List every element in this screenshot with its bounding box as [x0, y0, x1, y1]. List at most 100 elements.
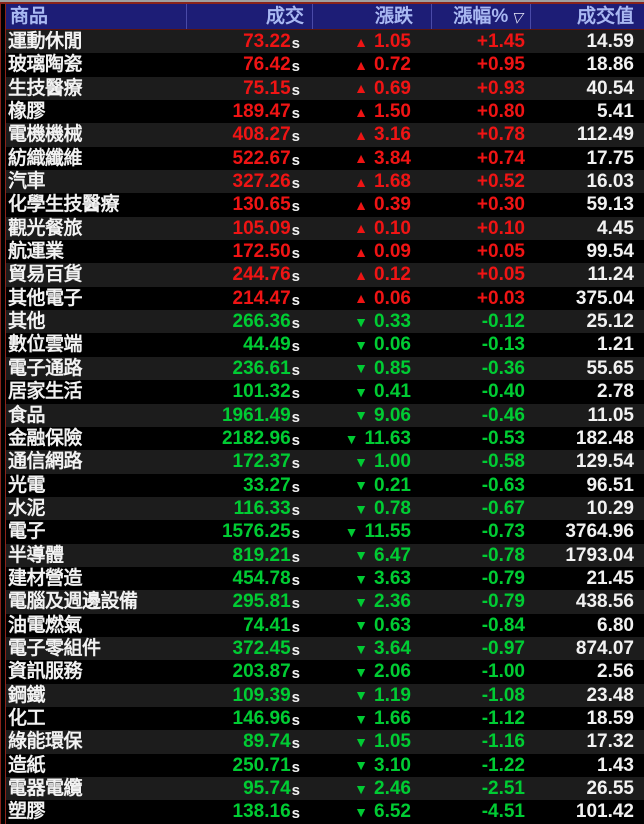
sector-row[interactable]: 電機機械 408.27 s ▲ 3.16 +0.78 112.49	[0, 123, 644, 147]
sector-row[interactable]: 電子通路 236.61 s ▼ 0.85 -0.36 55.65	[0, 356, 644, 381]
last-price: 75.15	[243, 77, 291, 99]
sector-name: 觀光餐旅	[8, 217, 83, 239]
column-header-percent[interactable]: 漲幅% ▽	[431, 4, 530, 29]
change-value: 0.10	[374, 217, 411, 239]
turnover-value: 59.13	[586, 194, 634, 216]
sector-row[interactable]: 電子零組件 372.45 s ▼ 3.64 -0.97 874.07	[0, 636, 644, 661]
sector-row[interactable]: 橡膠 189.47 s ▲ 1.50 +0.80 5.41	[0, 100, 644, 124]
last-price-cell: 95.74 s	[186, 777, 312, 800]
price-suffix: s	[291, 291, 300, 309]
turnover-value: 11.24	[587, 264, 635, 286]
column-header-turnover[interactable]: 成交值	[530, 4, 644, 29]
price-suffix: s	[291, 58, 300, 76]
turnover-value: 17.32	[586, 731, 634, 753]
sort-desc-icon: ▽	[511, 8, 526, 25]
trend-triangle-icon: ▼	[354, 710, 369, 727]
change-value: 1.19	[374, 684, 411, 706]
turnover-value: 10.29	[586, 497, 634, 519]
trend-triangle-icon: ▼	[354, 640, 369, 657]
sector-row[interactable]: 數位雲端 44.49 s ▼ 0.06 -0.13 1.21	[0, 333, 644, 357]
sector-row[interactable]: 電器電纜 95.74 s ▼ 2.46 -2.51 26.55	[0, 777, 644, 801]
price-suffix: s	[291, 501, 300, 519]
turnover-value: 14.59	[586, 31, 634, 52]
sector-row[interactable]: 油電燃氣 74.41 s ▼ 0.63 -0.84 6.80	[0, 613, 644, 637]
sector-name: 其他電子	[8, 287, 83, 309]
sector-row[interactable]: 其他電子 214.47 s ▲ 0.06 +0.03 375.04	[0, 286, 644, 311]
trend-triangle-icon: ▼	[354, 780, 369, 797]
sector-row[interactable]: 水泥 116.33 s ▼ 0.78 -0.67 10.29	[0, 496, 644, 521]
change-percent: -1.16	[481, 731, 525, 753]
sector-name: 電機機械	[8, 124, 83, 146]
price-suffix: s	[291, 571, 300, 589]
change-cell: ▼ 0.78	[312, 497, 431, 520]
trend-triangle-icon: ▼	[354, 570, 369, 587]
last-price: 138.16	[232, 801, 291, 823]
turnover-value: 18.86	[586, 54, 634, 76]
sector-row[interactable]: 生技醫療 75.15 s ▲ 0.69 +0.93 40.54	[0, 76, 644, 101]
change-value: 1.05	[374, 731, 411, 753]
sector-row[interactable]: 金融保險 2182.96 s ▼ 11.63 -0.53 182.48	[0, 426, 644, 451]
sector-row[interactable]: 半導體 819.21 s ▼ 6.47 -0.78 1793.04	[0, 543, 644, 567]
change-percent: +0.52	[476, 171, 525, 193]
sector-row[interactable]: 貿易百貨 244.76 s ▲ 0.12 +0.05 11.24	[0, 263, 644, 287]
last-price: 372.45	[232, 637, 291, 659]
column-header-price[interactable]: 成交	[186, 4, 312, 29]
price-suffix: s	[291, 268, 300, 286]
window-frame-top-highlight	[0, 0, 644, 2]
change-cell: ▼ 1.00	[312, 450, 431, 473]
sector-row[interactable]: 電子 1576.25 s ▼ 11.55 -0.73 3764.96	[0, 520, 644, 544]
turnover-value: 2.78	[597, 381, 634, 403]
change-cell: ▼ 11.63	[312, 427, 431, 450]
sector-name: 橡膠	[8, 101, 46, 123]
sector-row[interactable]: 汽車 327.26 s ▲ 1.68 +0.52 16.03	[0, 170, 644, 194]
sector-row[interactable]: 資訊服務 203.87 s ▼ 2.06 -1.00 2.56	[0, 660, 644, 684]
trend-triangle-icon: ▼	[344, 430, 359, 447]
sector-row[interactable]: 電腦及週邊設備 295.81 s ▼ 2.36 -0.79 438.56	[0, 590, 644, 614]
sector-row[interactable]: 綠能環保 89.74 s ▼ 1.05 -1.16 17.32	[0, 730, 644, 754]
trend-triangle-icon: ▼	[354, 383, 369, 400]
last-price: 74.41	[243, 614, 291, 636]
turnover-value: 874.07	[575, 637, 634, 659]
change-value: 2.46	[374, 778, 411, 799]
sector-row[interactable]: 紡織纖維 522.67 s ▲ 3.84 +0.74 17.75	[0, 146, 644, 171]
sector-row[interactable]: 航運業 172.50 s ▲ 0.09 +0.05 99.54	[0, 240, 644, 264]
sector-row[interactable]: 鋼鐵 109.39 s ▼ 1.19 -1.08 23.48	[0, 683, 644, 707]
sector-row[interactable]: 居家生活 101.32 s ▼ 0.41 -0.40 2.78	[0, 380, 644, 404]
turnover-value: 101.42	[575, 801, 634, 823]
last-price-cell: 244.76 s	[186, 263, 312, 286]
last-price: 101.32	[232, 381, 291, 403]
sector-row[interactable]: 食品 1961.49 s ▼ 9.06 -0.46 11.05	[0, 403, 644, 427]
sector-row[interactable]: 玻璃陶瓷 76.42 s ▲ 0.72 +0.95 18.86	[0, 53, 644, 77]
sector-row[interactable]: 觀光餐旅 105.09 s ▲ 0.10 +0.10 4.45	[0, 216, 644, 241]
last-price: 109.39	[232, 684, 291, 706]
sector-row[interactable]: 塑膠 138.16 s ▼ 6.52 -4.51 101.42	[0, 800, 644, 824]
price-suffix: s	[291, 805, 300, 823]
sector-row[interactable]: 光電 33.27 s ▼ 0.21 -0.63 96.51	[0, 473, 644, 497]
sector-row[interactable]: 建材營造 454.78 s ▼ 3.63 -0.79 21.45	[0, 566, 644, 591]
column-header-name[interactable]: 商品	[10, 6, 49, 27]
last-price: 1961.49	[221, 404, 291, 426]
sector-name: 資訊服務	[8, 661, 83, 683]
change-cell: ▲ 0.72	[312, 53, 431, 76]
sector-name: 電器電纜	[8, 778, 83, 799]
price-suffix: s	[291, 408, 300, 426]
sector-name: 數位雲端	[8, 334, 83, 356]
change-value: 0.41	[374, 381, 411, 403]
change-cell: ▼ 2.46	[312, 777, 431, 800]
change-percent: -0.12	[481, 311, 525, 333]
change-percent: -0.58	[481, 451, 525, 473]
change-value: 3.63	[374, 567, 411, 589]
sector-row[interactable]: 其他 266.36 s ▼ 0.33 -0.12 25.12	[0, 310, 644, 334]
sector-name: 居家生活	[8, 381, 83, 403]
sector-row[interactable]: 化工 146.96 s ▼ 1.66 -1.12 18.59	[0, 706, 644, 731]
column-header-change[interactable]: 漲跌	[312, 4, 431, 29]
last-price-cell: 146.96 s	[186, 707, 312, 730]
last-price-cell: 408.27 s	[186, 123, 312, 146]
change-value: 11.55	[364, 521, 412, 543]
sector-row[interactable]: 造紙 250.71 s ▼ 3.10 -1.22 1.43	[0, 753, 644, 777]
change-value: 3.84	[374, 147, 411, 169]
change-cell: ▼ 0.63	[312, 614, 431, 637]
sector-row[interactable]: 運動休閒 73.22 s ▲ 1.05 +1.45 14.59	[0, 30, 644, 54]
sector-row[interactable]: 通信網路 172.37 s ▼ 1.00 -0.58 129.54	[0, 450, 644, 474]
sector-row[interactable]: 化學生技醫療 130.65 s ▲ 0.39 +0.30 59.13	[0, 193, 644, 217]
